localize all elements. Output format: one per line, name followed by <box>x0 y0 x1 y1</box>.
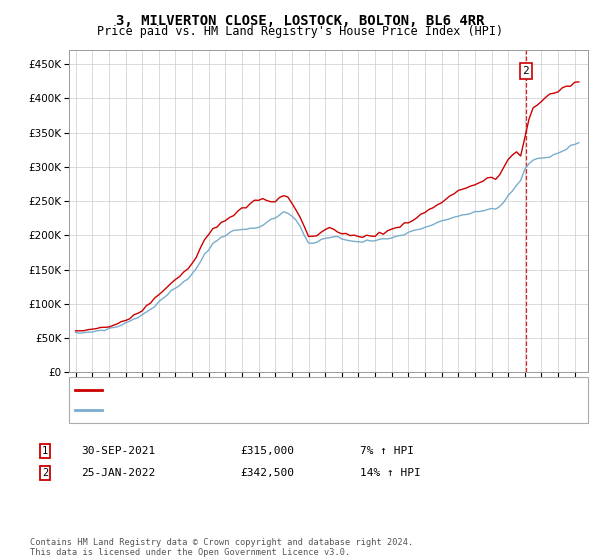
Text: 25-JAN-2022: 25-JAN-2022 <box>81 468 155 478</box>
Text: 1: 1 <box>42 446 48 456</box>
Text: HPI: Average price, detached house, Bolton: HPI: Average price, detached house, Bolt… <box>105 405 357 415</box>
Text: £315,000: £315,000 <box>240 446 294 456</box>
Text: 2: 2 <box>523 66 529 76</box>
Text: 3, MILVERTON CLOSE, LOSTOCK, BOLTON, BL6 4RR (detached house): 3, MILVERTON CLOSE, LOSTOCK, BOLTON, BL6… <box>105 385 471 395</box>
Text: 14% ↑ HPI: 14% ↑ HPI <box>360 468 421 478</box>
Text: £342,500: £342,500 <box>240 468 294 478</box>
Text: 30-SEP-2021: 30-SEP-2021 <box>81 446 155 456</box>
Text: Contains HM Land Registry data © Crown copyright and database right 2024.
This d: Contains HM Land Registry data © Crown c… <box>30 538 413 557</box>
Text: 7% ↑ HPI: 7% ↑ HPI <box>360 446 414 456</box>
Text: 3, MILVERTON CLOSE, LOSTOCK, BOLTON, BL6 4RR: 3, MILVERTON CLOSE, LOSTOCK, BOLTON, BL6… <box>116 14 484 28</box>
Text: 2: 2 <box>42 468 48 478</box>
Text: Price paid vs. HM Land Registry's House Price Index (HPI): Price paid vs. HM Land Registry's House … <box>97 25 503 38</box>
